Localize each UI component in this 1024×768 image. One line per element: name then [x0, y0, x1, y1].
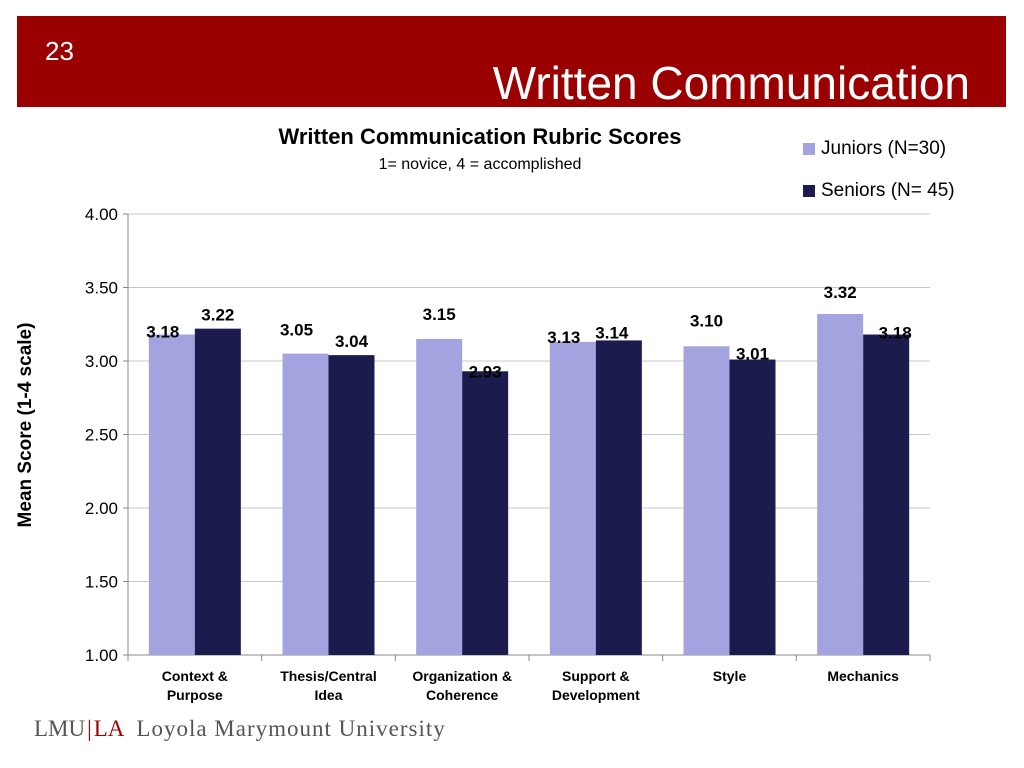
y-tick-label: 1.00: [85, 646, 118, 665]
data-label-seniors: 3.14: [595, 323, 629, 342]
data-label-juniors: 3.05: [280, 321, 313, 340]
x-tick-label: Mechanics: [827, 668, 899, 684]
slide-number: 23: [45, 36, 74, 66]
data-label-juniors: 3.10: [690, 311, 723, 330]
bar-juniors: [817, 313, 864, 655]
legend-swatch-seniors: [803, 185, 815, 197]
y-tick-label: 3.00: [85, 352, 118, 371]
data-label-juniors: 3.13: [547, 328, 580, 347]
bar-seniors: [328, 355, 375, 655]
data-label-seniors: 3.04: [335, 332, 369, 351]
x-tick-label: Organization &: [412, 668, 512, 684]
data-label-juniors: 3.32: [824, 283, 857, 302]
chart-legend: Juniors (N=30) Seniors (N= 45): [803, 138, 955, 222]
data-label-seniors: 2.93: [469, 362, 502, 381]
bar-seniors: [595, 340, 642, 655]
x-tick-label: Thesis/Central: [280, 668, 376, 684]
logo-university-name: Loyola Marymount University: [136, 716, 446, 741]
bar-juniors: [683, 346, 730, 655]
legend-item-juniors: Juniors (N=30): [803, 138, 955, 160]
logo-lmu: LMU: [34, 716, 86, 741]
y-tick-label: 2.00: [85, 499, 118, 518]
x-tick-label: Context &: [162, 668, 228, 684]
data-label-seniors: 3.01: [736, 345, 769, 364]
x-tick-label: Purpose: [167, 687, 223, 703]
data-label-seniors: 3.18: [879, 324, 912, 343]
logo-la: LA: [93, 716, 125, 741]
data-label-juniors: 3.15: [423, 305, 456, 324]
bar-juniors: [282, 353, 329, 655]
y-tick-label: 4.00: [85, 205, 118, 224]
x-tick-label: Idea: [314, 687, 342, 703]
y-tick-label: 2.50: [85, 426, 118, 445]
slide-title: Written Communication: [492, 57, 970, 109]
legend-label-juniors: Juniors (N=30): [821, 138, 947, 159]
chart-title: Written Communication Rubric Scores: [278, 124, 682, 149]
bar-seniors: [194, 328, 241, 655]
bar-seniors: [729, 359, 776, 655]
legend-item-seniors: Seniors (N= 45): [803, 180, 955, 202]
university-logo: LMU|LA Loyola Marymount University: [34, 716, 446, 742]
bar-juniors: [549, 341, 596, 655]
bar-juniors: [416, 338, 463, 655]
title-banner: [17, 16, 1006, 107]
logo-separator: |: [87, 716, 92, 741]
legend-swatch-juniors: [803, 143, 815, 155]
bar-seniors: [462, 371, 509, 655]
x-tick-label: Development: [552, 687, 640, 703]
x-tick-label: Support &: [562, 668, 630, 684]
data-label-seniors: 3.22: [201, 306, 234, 325]
legend-label-seniors: Seniors (N= 45): [821, 180, 955, 201]
x-tick-label: Coherence: [426, 687, 499, 703]
chart-subtitle: 1= novice, 4 = accomplished: [378, 156, 582, 173]
data-label-juniors: 3.18: [146, 323, 179, 342]
bar-seniors: [863, 334, 910, 655]
y-tick-label: 3.50: [85, 279, 118, 298]
x-tick-label: Style: [713, 668, 747, 684]
y-tick-label: 1.50: [85, 573, 118, 592]
bar-juniors: [148, 334, 195, 655]
